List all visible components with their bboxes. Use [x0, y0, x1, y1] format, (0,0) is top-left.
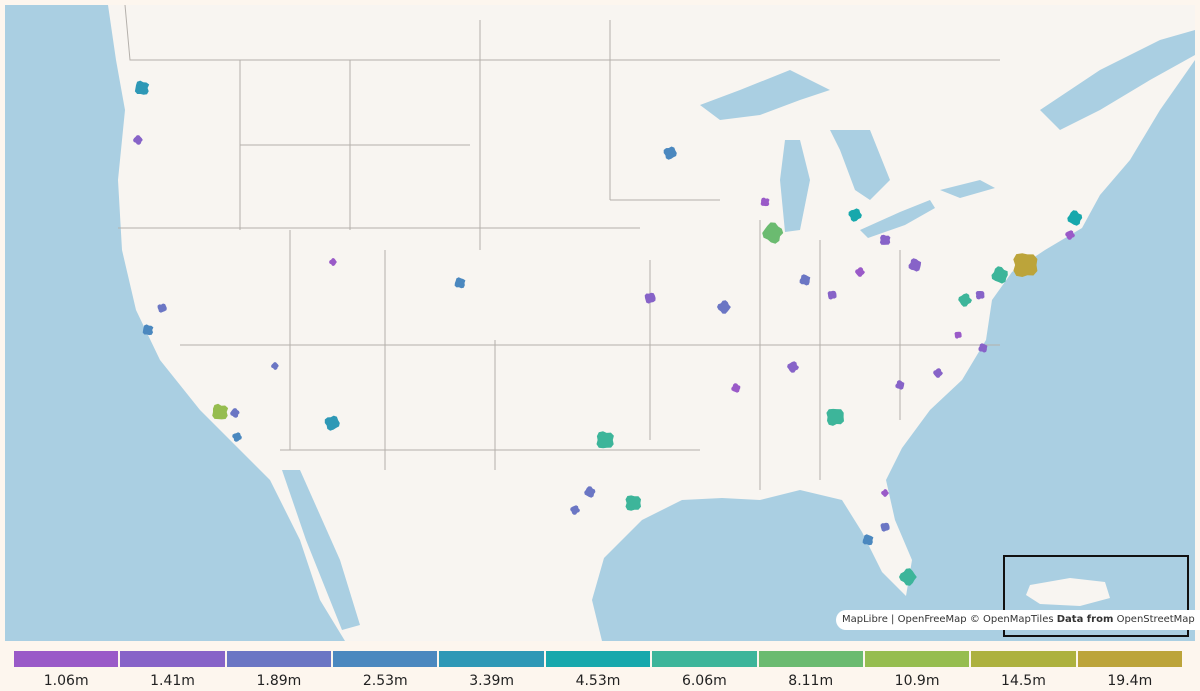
metro-area[interactable]	[762, 222, 784, 244]
metro-area[interactable]	[848, 208, 862, 222]
metro-area[interactable]	[663, 146, 677, 160]
attr-sep: |	[891, 614, 895, 625]
land	[108, 5, 1195, 641]
legend-swatch	[14, 651, 119, 667]
metro-area[interactable]	[933, 368, 943, 378]
borders	[118, 5, 1000, 490]
attr-link[interactable]: MapLibre	[842, 614, 888, 625]
attr-link[interactable]: OpenStreetMap	[1116, 614, 1195, 625]
metro-area[interactable]	[799, 274, 811, 286]
lake-huron	[830, 130, 890, 200]
legend-label: 19.4m	[1107, 673, 1153, 689]
legend-label: 1.89m	[256, 673, 302, 689]
legend-swatch	[439, 651, 544, 667]
legend-swatch	[226, 651, 332, 667]
metro-area[interactable]	[584, 486, 596, 498]
metro-area[interactable]	[212, 403, 229, 420]
legend-label: 3.39m	[469, 673, 515, 689]
metro-area[interactable]	[978, 343, 988, 353]
attribution: MapLibre | OpenFreeMap © OpenMapTiles Da…	[836, 610, 1200, 630]
metro-area[interactable]	[826, 408, 844, 426]
metro-area[interactable]	[570, 505, 580, 515]
legend-swatch	[652, 651, 757, 667]
metro-area[interactable]	[862, 534, 874, 546]
metro-area[interactable]	[881, 489, 889, 497]
metro-area[interactable]	[717, 300, 731, 314]
metro-area[interactable]	[157, 303, 167, 313]
legend-swatch	[864, 651, 970, 667]
metro-area[interactable]	[991, 266, 1008, 284]
metro-area[interactable]	[1065, 230, 1075, 240]
metro-area[interactable]	[731, 383, 741, 393]
metro-area[interactable]	[644, 292, 656, 304]
metro-area[interactable]	[787, 361, 799, 373]
legend-label: 6.06m	[681, 673, 727, 689]
attr-link[interactable]: OpenFreeMap	[897, 614, 967, 625]
metro-area[interactable]	[142, 324, 154, 336]
legend: 1.06m 1.41m 1.89m 2.53m 3.39m 4.53m 6.06m 8.11m…	[14, 651, 1182, 691]
legend-label: 1.06m	[43, 673, 89, 689]
attr-text: Data from	[1056, 614, 1114, 625]
metro-area[interactable]	[760, 197, 770, 207]
metro-area[interactable]	[454, 277, 466, 289]
metro-area[interactable]	[596, 431, 614, 449]
legend-label: 14.5m	[1001, 673, 1046, 689]
metro-area[interactable]	[975, 291, 985, 300]
metro-area[interactable]	[958, 293, 972, 307]
legend-label: 1.41m	[150, 673, 195, 689]
lake-erie	[860, 200, 935, 238]
metro-area[interactable]	[880, 522, 890, 532]
legend-swatch	[971, 651, 1076, 667]
metro-area[interactable]	[954, 331, 962, 339]
metro-area[interactable]	[232, 432, 242, 442]
metro-area[interactable]	[1067, 210, 1083, 226]
inset-island	[1026, 578, 1110, 606]
legend-label: 8.11m	[788, 673, 834, 689]
metro-area[interactable]	[133, 135, 143, 145]
lake-ontario	[940, 180, 995, 198]
metro-area[interactable]	[1013, 253, 1038, 277]
metro-area[interactable]	[827, 290, 837, 300]
hudson-bay-arm	[1040, 30, 1195, 130]
metro-area[interactable]	[329, 258, 337, 266]
legend-swatch	[758, 651, 863, 667]
lake-superior	[700, 70, 830, 120]
metro-area[interactable]	[855, 267, 865, 277]
legend-swatch	[1077, 651, 1182, 667]
metro-area[interactable]	[899, 568, 917, 586]
legend-swatch	[120, 651, 225, 667]
metro-area[interactable]	[271, 362, 279, 370]
attr-link[interactable]: © OpenMapTiles	[969, 614, 1054, 625]
metro-area[interactable]	[134, 80, 150, 95]
lake-michigan	[780, 140, 810, 232]
legend-label: 10.9m	[894, 673, 940, 689]
metro-area[interactable]	[230, 408, 240, 418]
metro-area[interactable]	[895, 380, 905, 390]
legend-swatch	[333, 651, 438, 667]
metro-area[interactable]	[324, 415, 340, 431]
metro-area[interactable]	[908, 258, 922, 272]
legend-swatch	[545, 651, 651, 667]
legend-label: 2.53m	[362, 673, 408, 689]
gulf-of-california	[282, 470, 360, 630]
metro-area[interactable]	[625, 495, 642, 511]
legend-label: 4.53m	[575, 673, 621, 689]
metro-area[interactable]	[879, 234, 891, 245]
map[interactable]	[5, 5, 1195, 641]
